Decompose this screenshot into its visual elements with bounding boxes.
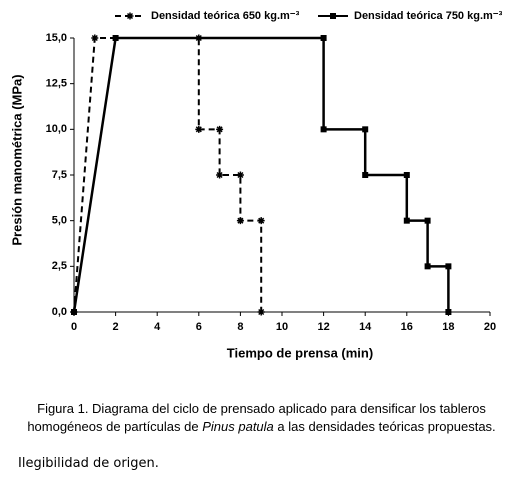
data-point (257, 217, 265, 225)
caption-text: a las densidades teóricas propuestas. (277, 419, 496, 434)
data-point (424, 263, 431, 270)
x-tick-label: 4 (154, 321, 161, 333)
x-axis-label: Tiempo de prensa (min) (227, 345, 373, 360)
data-point (320, 35, 327, 41)
data-point (424, 217, 431, 224)
x-tick-label: 8 (237, 321, 243, 333)
y-tick-label: 15,0 (46, 32, 67, 44)
x-tick-label: 6 (196, 321, 202, 333)
data-point (71, 309, 77, 315)
y-tick-label: 2,5 (52, 260, 67, 272)
data-point (362, 172, 369, 178)
data-point (320, 126, 327, 133)
caption-species: Pinus patula (202, 419, 274, 434)
y-tick-label: 10,0 (46, 123, 67, 135)
data-point (445, 309, 452, 315)
caption-line: homogéneos de partículas de Pinus patula… (0, 418, 523, 436)
legend-marker (330, 13, 336, 19)
x-tick-label: 18 (442, 321, 454, 333)
series-line (73, 37, 263, 313)
data-point (403, 217, 410, 224)
data-point (236, 217, 244, 225)
x-tick-label: 20 (484, 321, 496, 333)
caption: Figura 1. Diagrama del ciclo de prensado… (0, 400, 523, 436)
legend-marker (126, 12, 134, 20)
y-axis-label: Presión manométrica (MPa) (9, 74, 24, 245)
legend-label: Densidad teórica 650 kg.m⁻³ (151, 10, 300, 22)
data-point (112, 35, 119, 41)
y-tick-label: 12,5 (46, 78, 67, 90)
data-point (216, 125, 224, 133)
data-point (216, 171, 224, 179)
x-tick-label: 12 (317, 321, 329, 333)
data-point (362, 126, 369, 133)
data-point (445, 263, 452, 270)
y-tick-label: 7,5 (52, 169, 67, 181)
chart: Tiempo de prensa (min) Presión manométri… (9, 10, 503, 361)
data-point (403, 172, 410, 178)
series-line (72, 36, 450, 313)
data-point (195, 125, 203, 133)
caption-line: Figura 1. Diagrama del ciclo de prensado… (37, 401, 486, 416)
x-tick-label: 16 (401, 321, 413, 333)
caption-text: homogéneos de partículas de (27, 419, 199, 434)
y-tick-label: 0,0 (52, 306, 67, 318)
data-point (257, 308, 265, 316)
x-tick-label: 0 (71, 321, 77, 333)
x-tick-label: 14 (359, 321, 372, 333)
note: Ilegibilidad de origen. (18, 456, 159, 471)
data-point (236, 171, 244, 179)
x-tick-label: 10 (276, 321, 288, 333)
data-point (91, 34, 99, 42)
y-tick-label: 5,0 (52, 215, 67, 227)
legend-label: Densidad teórica 750 kg.m⁻³ (354, 10, 503, 22)
x-tick-label: 2 (113, 321, 119, 333)
